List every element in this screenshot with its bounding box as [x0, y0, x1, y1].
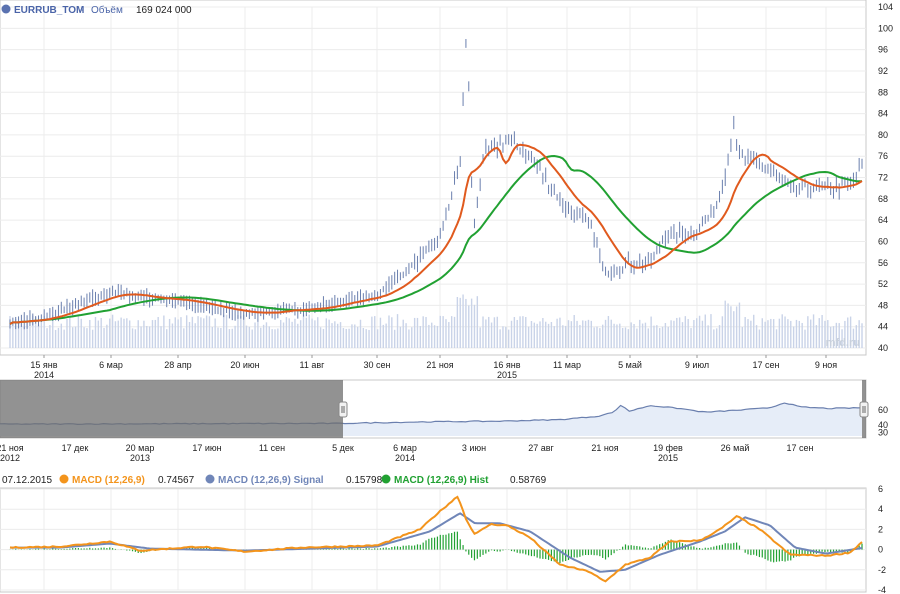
y-tick-label: 56	[878, 258, 888, 268]
macd-legend-name: MACD (12,26,9)	[72, 475, 145, 486]
x-tick-label: 21 ноя	[426, 360, 453, 370]
nav-x-tick-label: 19 фев	[653, 443, 683, 453]
nav-x-tick-label: 6 мар	[393, 443, 417, 453]
x-tick-label: 30 сен	[364, 360, 391, 370]
series-marker-icon	[1, 4, 11, 14]
macd-frame	[0, 487, 867, 593]
nav-x-tick-year: 2013	[130, 453, 150, 463]
macd-date: 07.12.2015	[2, 475, 52, 486]
nav-y-tick-label: 60	[878, 405, 888, 415]
macd-legend-value: 0.58769	[510, 475, 547, 486]
navigator-handle-left[interactable]	[338, 401, 348, 418]
macd-legend: MACD (12,26,9) 0.74567 MACD (12,26,9) Sign…	[59, 474, 547, 486]
y-tick-label: 88	[878, 87, 888, 97]
y-tick-label: 40	[878, 343, 888, 353]
y-tick-label: 64	[878, 215, 888, 225]
y-tick-label: 84	[878, 109, 888, 119]
macd-legend-value: 0.74567	[158, 475, 195, 486]
nav-x-tick-year: 2012	[0, 453, 20, 463]
nav-y-tick-label: 40	[878, 420, 888, 430]
y-tick-label: 96	[878, 45, 888, 55]
macd-legend-name: MACD (12,26,9) Signal	[218, 475, 324, 486]
navigator-handle-right[interactable]	[859, 401, 869, 418]
x-tick-year: 2014	[34, 370, 54, 380]
y-tick-label: 60	[878, 236, 888, 246]
y-tick-label: 48	[878, 300, 888, 310]
y-tick-label: 100	[878, 23, 893, 33]
y-tick-label: 72	[878, 173, 888, 183]
volume-value: 169 024 000	[136, 5, 192, 16]
nav-x-tick-label: 21 ноя	[0, 443, 24, 453]
x-tick-label: 15 янв	[30, 360, 57, 370]
nav-x-tick-label: 17 дек	[62, 443, 89, 453]
ma-slow-line	[9, 154, 862, 325]
y-tick-label: 68	[878, 194, 888, 204]
nav-x-tick-label: 21 ноя	[591, 443, 618, 453]
x-tick-label: 9 июл	[685, 360, 709, 370]
watermark: mfd.ru	[826, 337, 860, 349]
legend-marker-icon	[205, 474, 215, 484]
legend-marker-icon	[59, 474, 69, 484]
nav-x-tick-label: 5 дек	[332, 443, 354, 453]
x-tick-label: 6 мар	[99, 360, 123, 370]
macd-legend-name: MACD (12,26,9) Hist	[394, 475, 489, 486]
x-tick-year: 2015	[497, 370, 517, 380]
x-tick-label: 16 янв	[493, 360, 520, 370]
ticker-separator: -	[80, 5, 83, 16]
macd-y-tick-label: 0	[878, 545, 883, 555]
x-tick-label: 9 ноя	[815, 360, 837, 370]
nav-x-tick-year: 2014	[395, 453, 415, 463]
ticker-label: EURRUB_TOM	[14, 5, 84, 16]
nav-x-tick-year: 2015	[658, 453, 678, 463]
y-tick-label: 80	[878, 130, 888, 140]
nav-x-tick-label: 26 май	[721, 443, 750, 453]
navigator-mask-left	[0, 380, 343, 438]
macd-legend-value: 0.15798	[346, 475, 383, 486]
legend-marker-icon	[381, 474, 391, 484]
x-tick-label: 5 май	[618, 360, 642, 370]
x-tick-label: 20 июн	[230, 360, 259, 370]
volume-label: Объём	[91, 4, 123, 16]
nav-x-tick-label: 17 июн	[192, 443, 221, 453]
ma-fast-line	[9, 143, 863, 325]
nav-x-tick-label: 20 мар	[126, 443, 155, 453]
macd-y-tick-label: -2	[878, 565, 886, 575]
x-tick-label: 11 авг	[300, 360, 326, 370]
y-tick-label: 76	[878, 151, 888, 161]
y-tick-label: 44	[878, 322, 888, 332]
y-tick-label: 104	[878, 2, 893, 12]
nav-y-tick-label: 30	[878, 427, 888, 437]
nav-x-tick-label: 11 сен	[259, 443, 285, 453]
y-tick-label: 92	[878, 66, 888, 76]
x-tick-label: 28 апр	[164, 360, 191, 370]
nav-x-tick-label: 17 сен	[787, 443, 814, 453]
x-tick-label: 11 мар	[553, 360, 581, 370]
nav-x-tick-label: 3 июн	[462, 443, 486, 453]
y-tick-label: 52	[878, 279, 888, 289]
macd-y-tick-label: 4	[878, 504, 883, 514]
macd-line	[9, 495, 863, 583]
main-y-axis: 104 100 96 92 88 84 80 76 72 68 64 60 56 52 48 44 40	[878, 2, 893, 353]
macd-y-tick-label: -4	[878, 585, 886, 594]
macd-y-tick-label: 2	[878, 524, 883, 534]
nav-x-tick-label: 27 авг	[528, 443, 554, 453]
x-tick-label: 17 сен	[753, 360, 780, 370]
macd-y-axis: 6 4 2 0 -2 -4	[878, 484, 886, 594]
macd-y-tick-label: 6	[878, 484, 883, 494]
main-grid	[0, 6, 866, 349]
volume-bars	[9, 294, 863, 348]
